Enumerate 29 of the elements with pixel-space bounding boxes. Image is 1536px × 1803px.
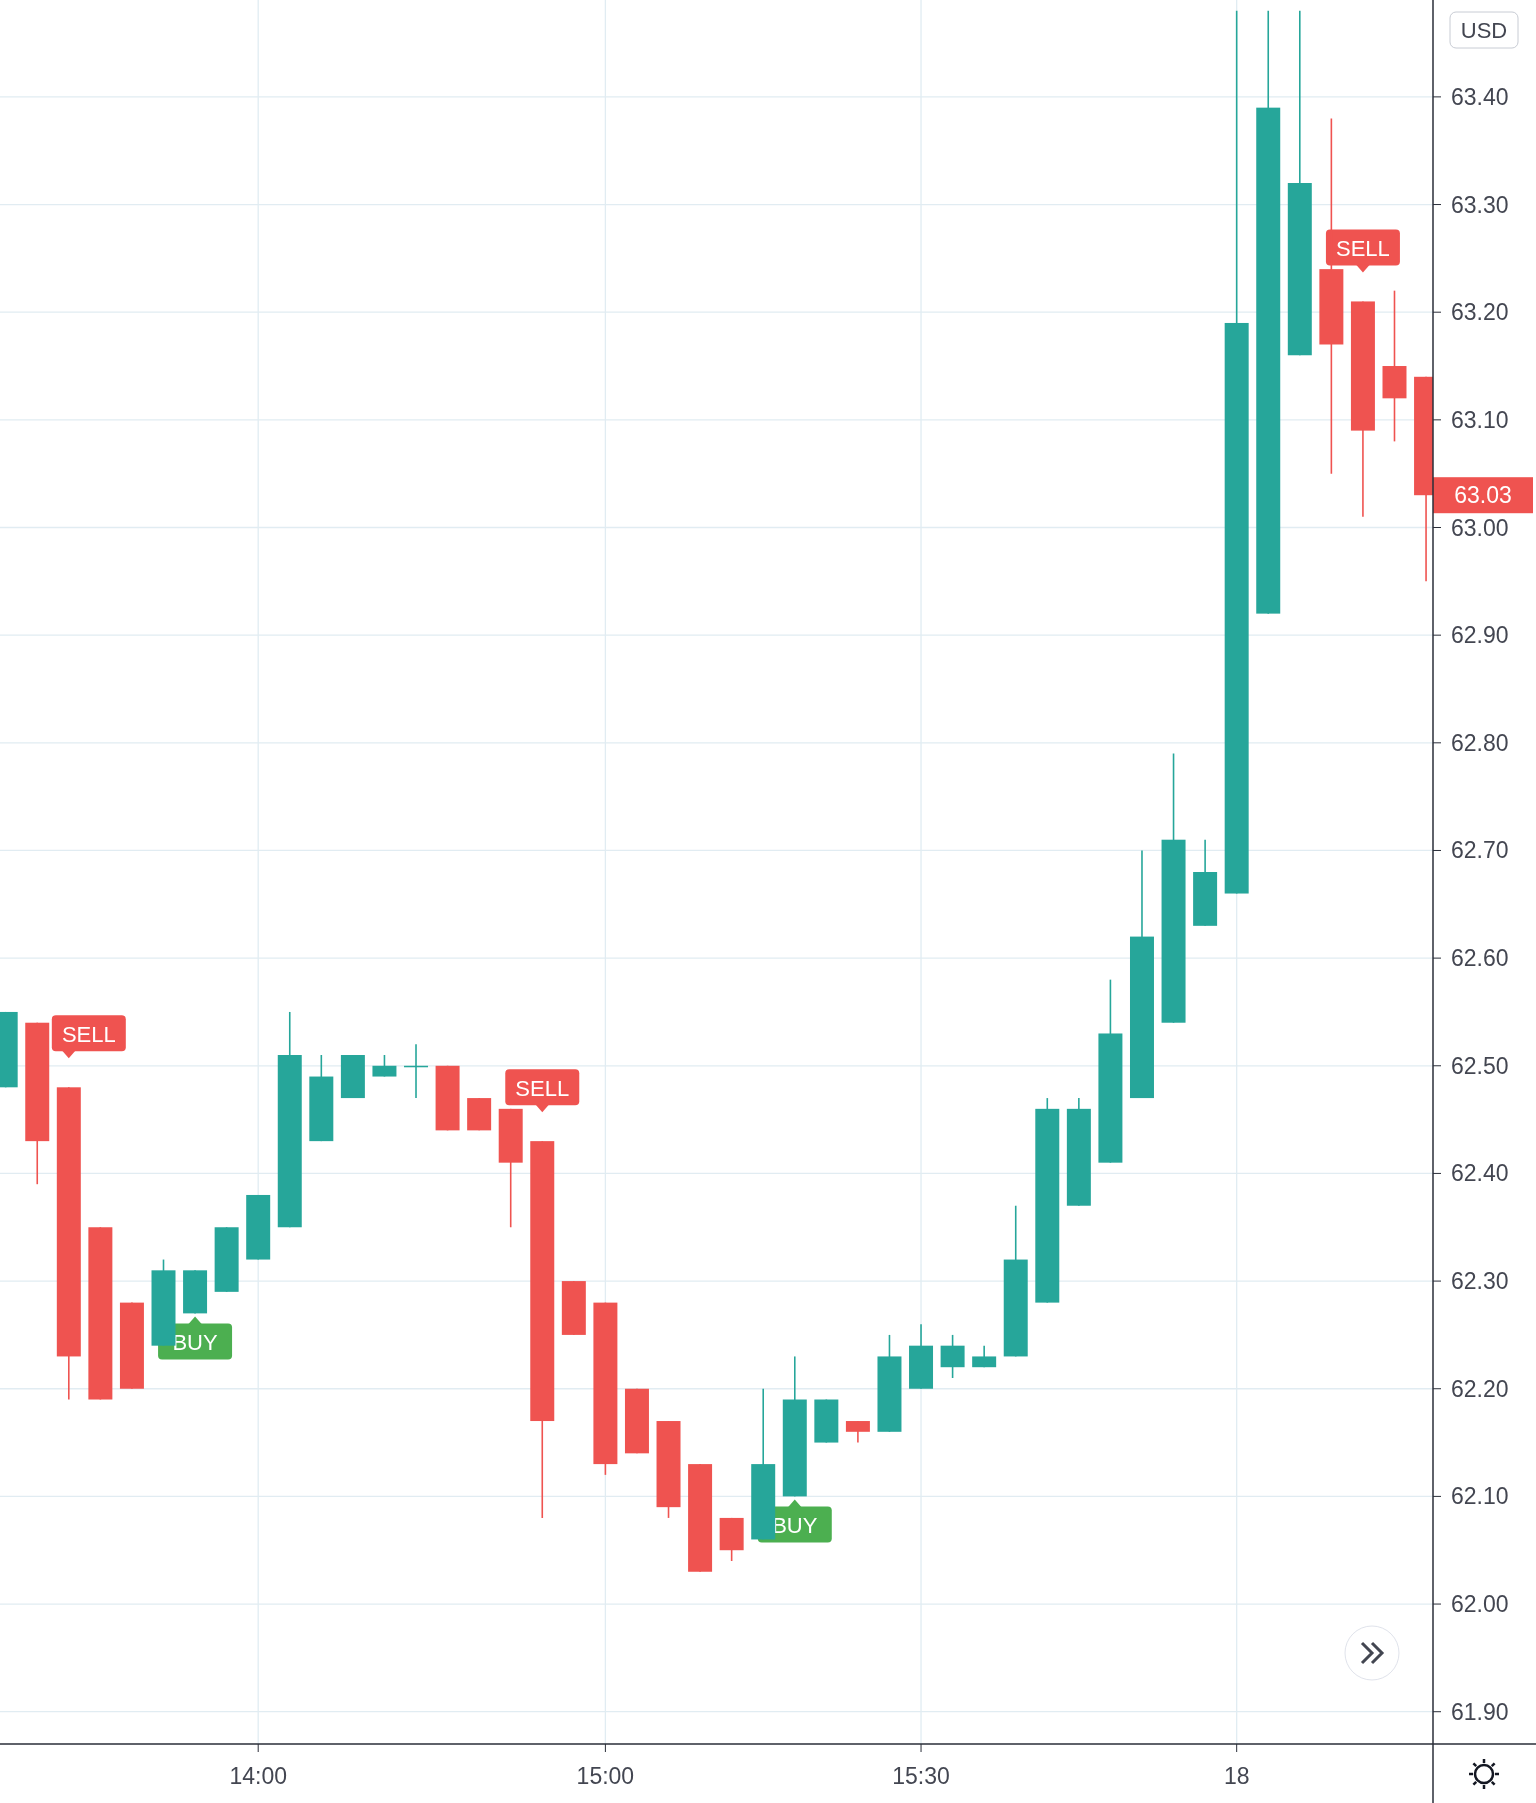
x-tick-label: 15:00 xyxy=(576,1763,635,1789)
y-tick-label: 62.70 xyxy=(1451,837,1509,864)
y-tick-label: 63.30 xyxy=(1451,191,1509,218)
y-tick-label: 62.00 xyxy=(1451,1591,1509,1618)
x-tick-label: 18 xyxy=(1223,1763,1250,1789)
y-tick-label: 62.60 xyxy=(1451,945,1509,972)
text: USD xyxy=(1460,18,1508,43)
y-tick-label: 63.10 xyxy=(1451,406,1509,433)
annotation: SELL xyxy=(1336,236,1390,262)
y-tick-label: 62.10 xyxy=(1451,1483,1509,1510)
text: 63.03 xyxy=(1454,482,1512,509)
y-tick-label: 63.00 xyxy=(1451,514,1509,541)
annotation: BUY xyxy=(172,1330,218,1356)
candlestick xyxy=(940,1334,965,1379)
x-tick-label: 14:00 xyxy=(229,1763,287,1789)
annotation: SELL xyxy=(61,1022,116,1048)
y-tick-label: 63.20 xyxy=(1451,299,1509,326)
y-tick-label: 62.80 xyxy=(1451,729,1509,756)
x-tick-label: 15:30 xyxy=(892,1763,950,1789)
y-tick-label: 61.90 xyxy=(1451,1698,1509,1725)
candlestick xyxy=(845,1420,870,1444)
y-tick-label: 62.50 xyxy=(1451,1052,1509,1079)
annotation: SELL xyxy=(515,1076,570,1102)
y-tick-label: 63.40 xyxy=(1451,83,1509,110)
y-tick-label: 62.40 xyxy=(1451,1160,1509,1187)
candlestick xyxy=(372,1054,397,1078)
y-tick-label: 62.90 xyxy=(1451,622,1509,649)
y-tick-label: 62.20 xyxy=(1451,1375,1509,1402)
y-tick-label: 62.30 xyxy=(1451,1268,1509,1295)
